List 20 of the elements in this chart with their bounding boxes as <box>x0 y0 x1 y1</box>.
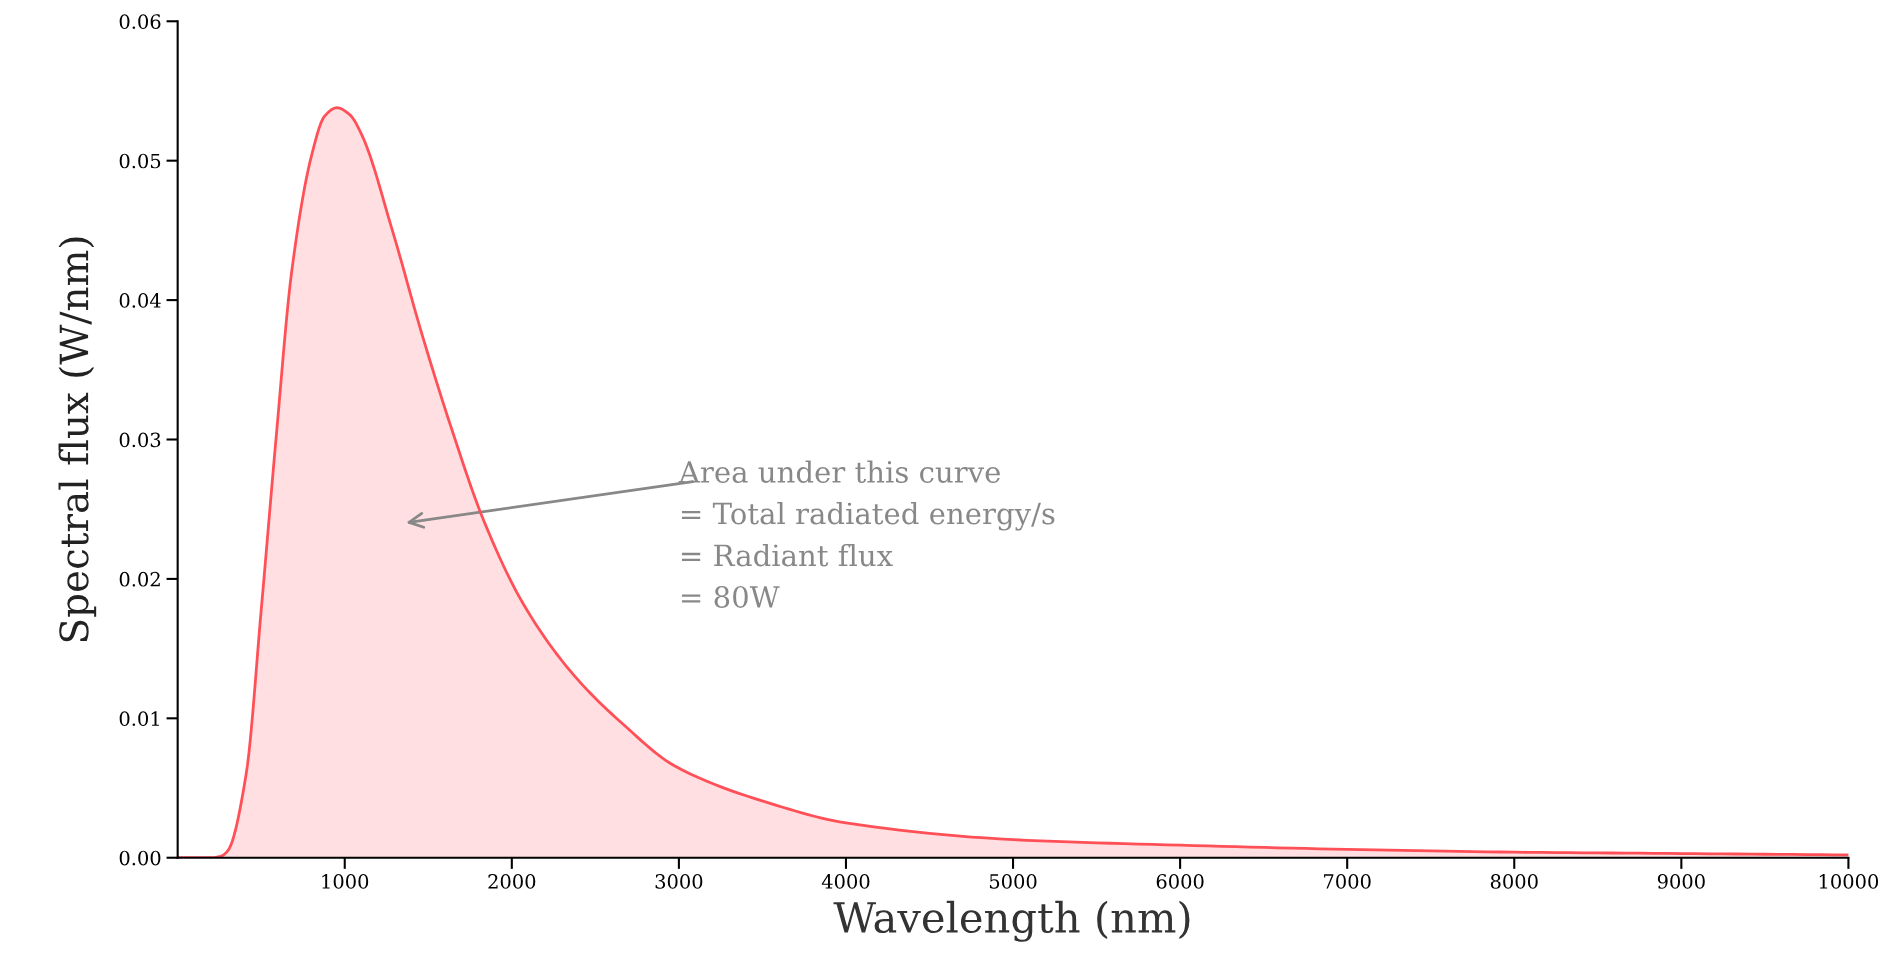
x-tick-label: 6000 <box>1156 874 1204 889</box>
x-tick-label: 8000 <box>1490 874 1538 889</box>
y-tick-label: 0.03 <box>119 432 161 448</box>
x-tick-label: 2000 <box>488 874 536 889</box>
x-tick-label: 9000 <box>1657 874 1705 889</box>
x-tick-label: 1000 <box>322 874 369 889</box>
x-axis-title: Wavelength (nm) <box>833 900 1190 942</box>
x-tick-label: 4000 <box>821 874 870 889</box>
annotation: Area under this curve = Total radiated energy/s = Radiant flux = 80W <box>678 460 1055 608</box>
y-tick-label: 0.04 <box>119 293 161 308</box>
x-tick-label: 3000 <box>655 874 703 889</box>
y-tick-label: 0.01 <box>119 711 159 726</box>
y-axis-title: Spectral flux (W/nm) <box>58 237 97 642</box>
y-tick-label: 0.02 <box>119 571 160 587</box>
y-tick-label: 0.00 <box>119 850 161 866</box>
x-tick-label: 7000 <box>1324 874 1371 889</box>
x-tick-label: 5000 <box>989 874 1037 889</box>
x-tick-label: 10000 <box>1819 874 1879 889</box>
y-tick-label: 0.06 <box>119 14 161 29</box>
y-tick-label: 0.05 <box>119 153 161 169</box>
